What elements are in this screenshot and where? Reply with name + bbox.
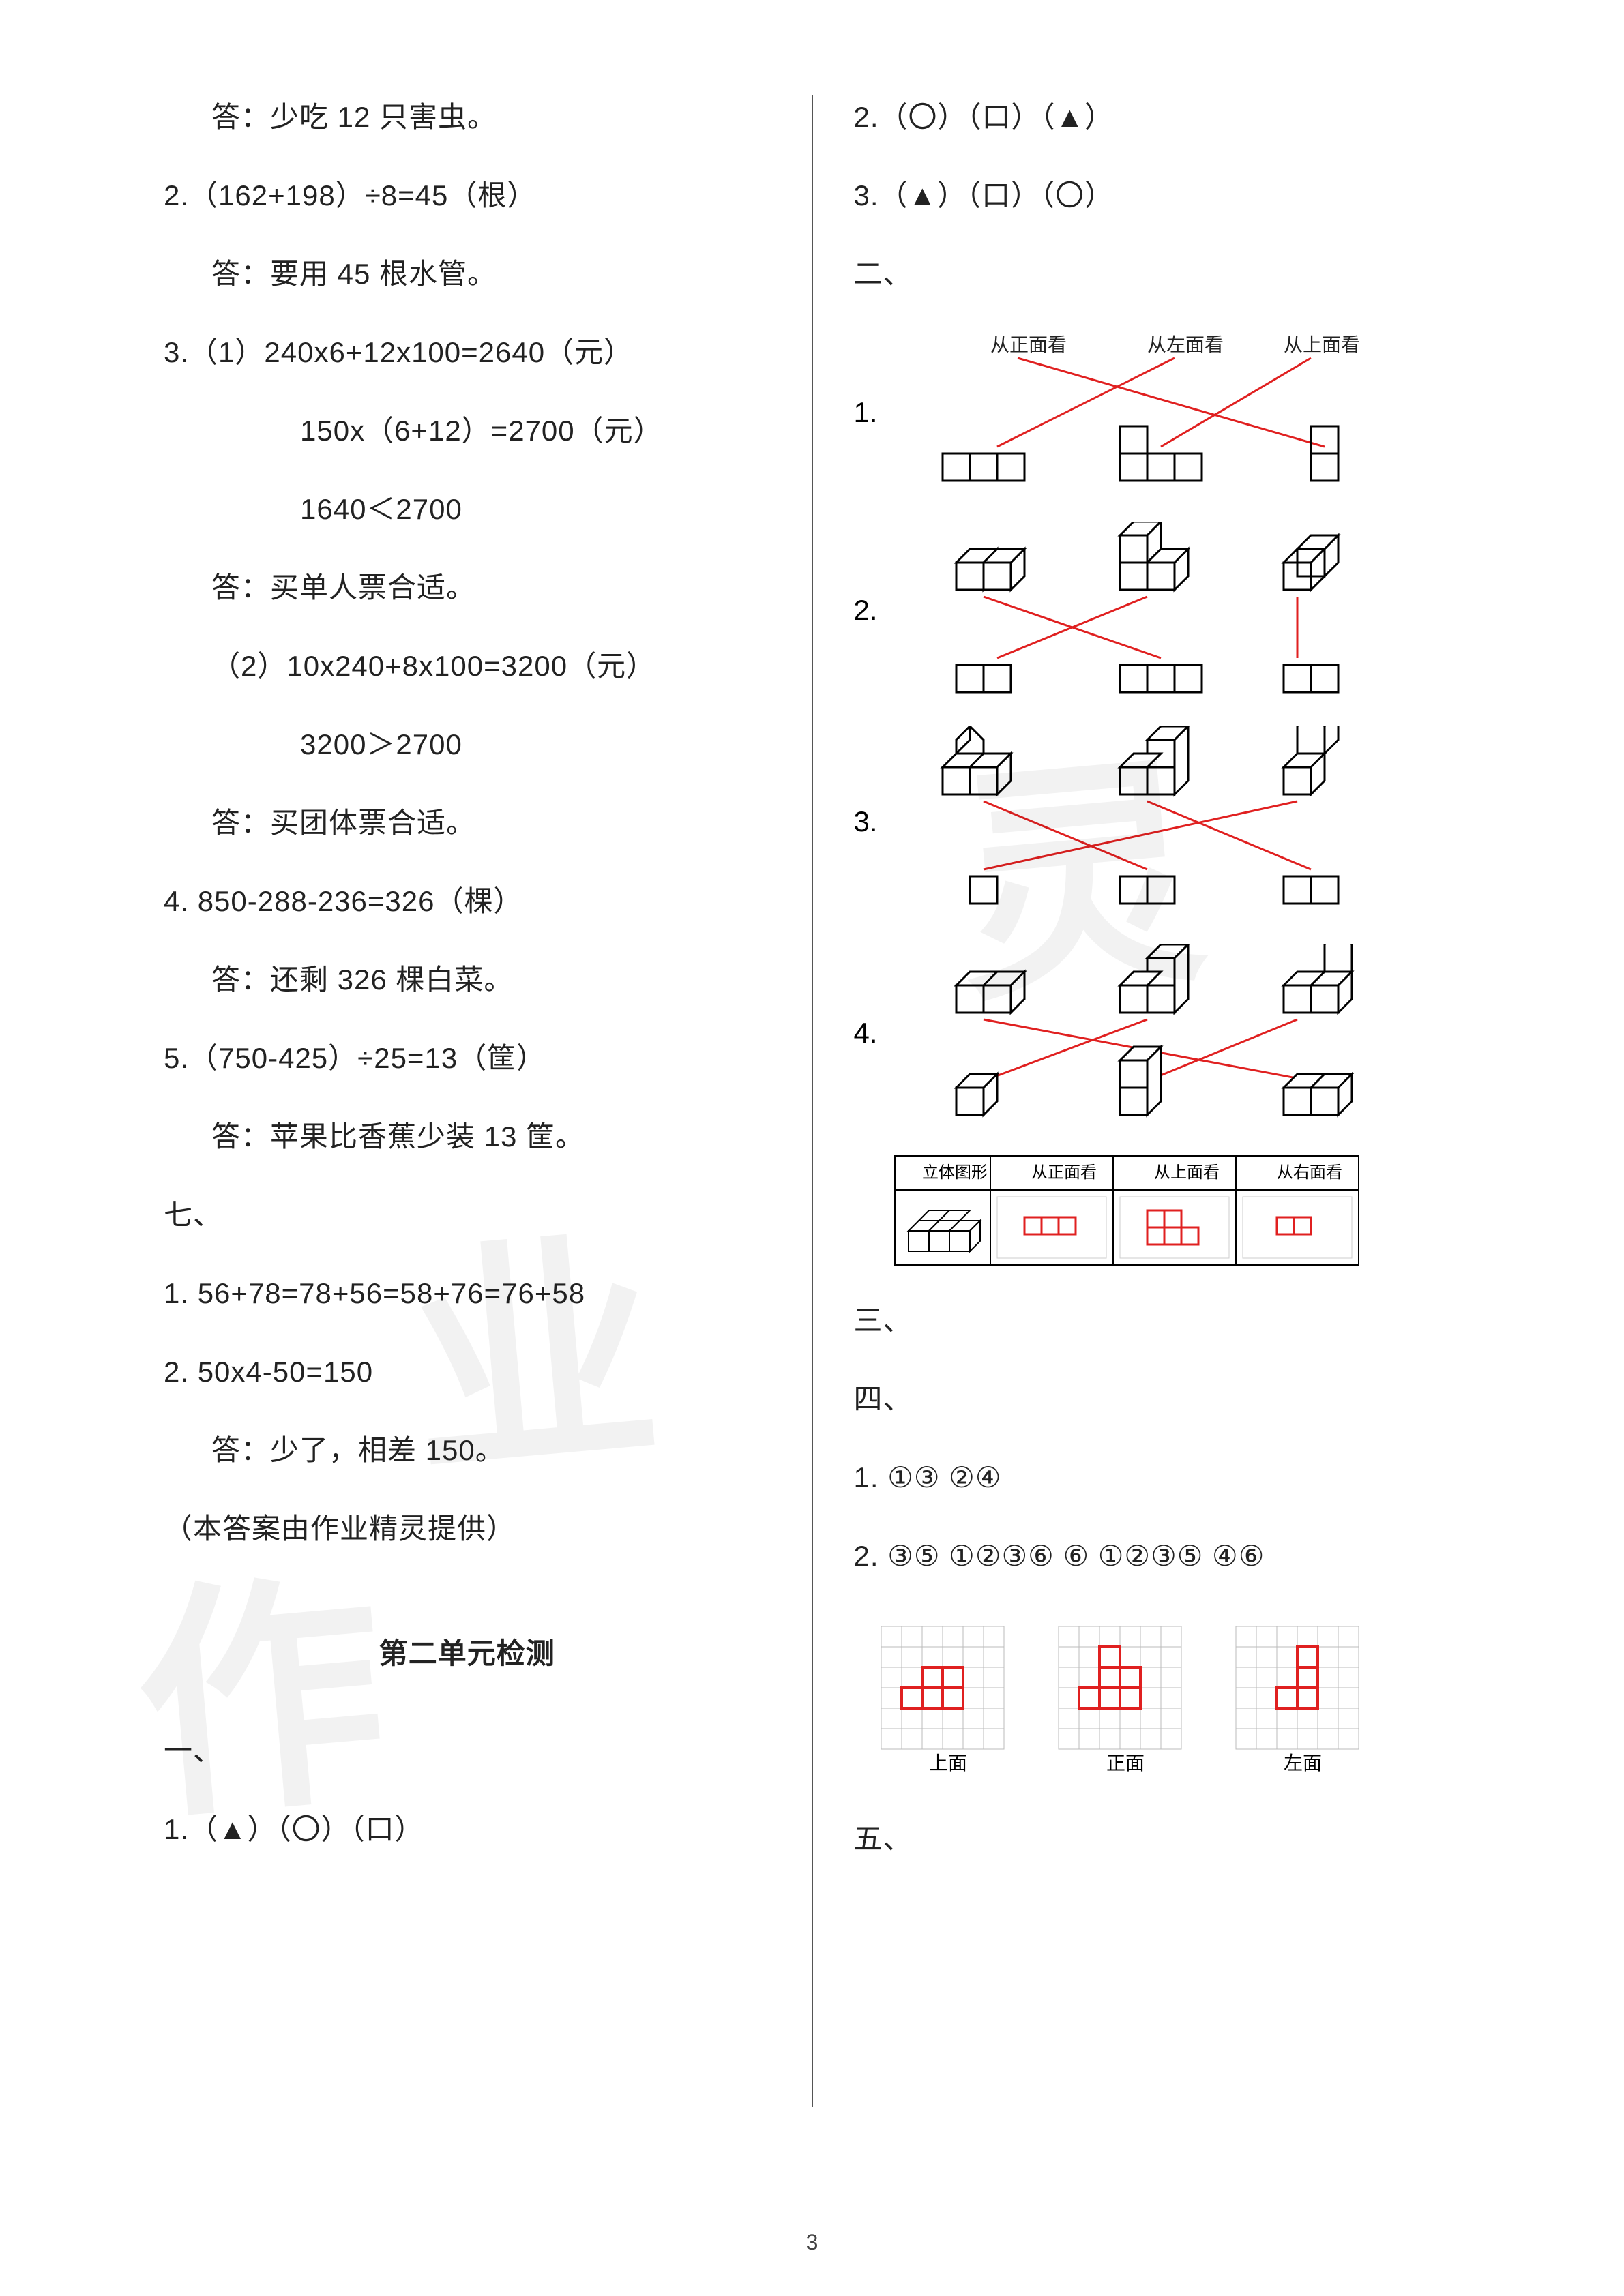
match-line <box>1018 358 1325 447</box>
match-line <box>1161 358 1311 447</box>
shape-group <box>970 876 1338 904</box>
shape-group <box>956 1074 997 1115</box>
svg-text:上面: 上面 <box>929 1753 967 1774</box>
calc-text: 150x（6+12）=2700（元） <box>164 409 771 452</box>
table-header: 立体图形 <box>922 1163 988 1182</box>
problem-text: 5.（750-425）÷25=13（筐） <box>164 1037 771 1079</box>
problem-text: 3.（1）240x6+12x100=2640（元） <box>164 331 771 374</box>
iso-shape <box>956 972 1024 1013</box>
section-heading: 二、 <box>854 252 1461 295</box>
diagram-row-4: 4. <box>854 944 1461 1122</box>
label-left: 从左面看 <box>1147 334 1224 355</box>
shape-group <box>956 665 1338 692</box>
matching-diagram-4 <box>902 944 1393 1122</box>
svg-text:左面: 左面 <box>1284 1753 1322 1774</box>
problem-text: 4. 850-288-236=326（棵） <box>164 880 771 923</box>
answer-text: 答：还剩 326 棵白菜。 <box>164 958 771 1001</box>
attribution-text: （本答案由作业精灵提供） <box>164 1507 771 1550</box>
calc-text: 3200＞2700 <box>164 723 771 766</box>
section-heading: 五、 <box>854 1817 1461 1860</box>
answer-text: 3.（▲）（口）（〇） <box>854 174 1461 217</box>
label-top: 从上面看 <box>1284 334 1360 355</box>
iso-shape <box>1284 726 1338 794</box>
page-number: 3 <box>806 2230 818 2255</box>
answer-text: 答：要用 45 根水管。 <box>164 252 771 295</box>
three-view-grids: 上面 正面 <box>854 1613 1461 1790</box>
shape-group <box>1120 1047 1161 1115</box>
diagram-number: 2. <box>854 594 888 627</box>
section-heading: 一、 <box>164 1729 771 1772</box>
page: 灵 业 作 答：少吃 12 只害虫。 2.（162+198）÷8=45（根） 答… <box>0 0 1624 2296</box>
matching-diagram-1: 从正面看 从左面看 从上面看 <box>902 331 1393 494</box>
table-header: 从正面看 <box>1031 1163 1097 1182</box>
grid-front <box>997 1197 1106 1258</box>
problem-text: 2.（162+198）÷8=45（根） <box>164 174 771 217</box>
right-column: 2.（〇）（口）（▲） 3.（▲）（口）（〇） 二、 1. 从正面看 从左面看 … <box>813 95 1461 2107</box>
matching-diagram-2 <box>902 522 1393 699</box>
iso-shape <box>1120 522 1188 590</box>
calc-text: 1640＜2700 <box>164 488 771 531</box>
section-heading: 四、 <box>854 1377 1461 1420</box>
answer-text: 答：买团体票合适。 <box>164 801 771 844</box>
diagram-number: 3. <box>854 805 888 838</box>
grid-top <box>1120 1197 1229 1258</box>
section-heading: 七、 <box>164 1193 771 1236</box>
iso-shape <box>1120 944 1188 1013</box>
grid-front-view: 正面 <box>1059 1626 1181 1774</box>
unit-title: 第二单元检测 <box>164 1632 771 1675</box>
iso-shape <box>1284 944 1352 1013</box>
left-column: 答：少吃 12 只害虫。 2.（162+198）÷8=45（根） 答：要用 45… <box>164 95 812 2107</box>
grid-top-view: 上面 <box>881 1626 1004 1774</box>
diagram-row-2: 2. <box>854 522 1461 699</box>
two-column-layout: 答：少吃 12 只害虫。 2.（162+198）÷8=45（根） 答：要用 45… <box>164 95 1460 2107</box>
label-front: 从正面看 <box>990 334 1067 355</box>
answer-text: 答：少吃 12 只害虫。 <box>164 95 771 138</box>
answer-text: 1.（▲）（〇）（口） <box>164 1808 771 1851</box>
problem-text: （2）10x240+8x100=3200（元） <box>164 644 771 687</box>
table-header: 从上面看 <box>1154 1163 1220 1182</box>
answer-text: 答：买单人票合适。 <box>164 566 771 609</box>
iso-solid <box>909 1210 980 1251</box>
match-line <box>1147 801 1311 869</box>
match-line <box>984 801 1147 869</box>
answer-text: 2.（〇）（口）（▲） <box>854 95 1461 138</box>
section-heading: 三、 <box>854 1299 1461 1342</box>
svg-text:正面: 正面 <box>1106 1753 1145 1774</box>
answer-text: 2. ③⑤ ①②③⑥ ⑥ ①②③⑤ ④⑥ <box>854 1534 1461 1577</box>
match-line <box>997 597 1147 658</box>
diagram-number: 4. <box>854 1017 888 1049</box>
match-line <box>984 801 1297 869</box>
diagram-number: 1. <box>854 396 888 429</box>
diagram-row-3: 3. <box>854 726 1461 917</box>
problem-text: 1. 56+78=78+56=58+76=76+58 <box>164 1272 771 1315</box>
match-line <box>1147 1019 1297 1081</box>
views-table: 立体图形 从正面看 从上面看 从右面看 <box>854 1149 1461 1272</box>
table-header: 从右面看 <box>1277 1163 1342 1182</box>
iso-shape <box>1284 535 1338 590</box>
answer-text: 答：少了，相差 150。 <box>164 1429 771 1472</box>
iso-shape <box>956 549 1024 590</box>
iso-shape <box>943 726 1011 794</box>
problem-text: 2. 50x4-50=150 <box>164 1350 771 1393</box>
grid-left-view: 左面 <box>1236 1626 1359 1774</box>
diagram-row-1: 1. 从正面看 从左面看 从上面看 <box>854 331 1461 494</box>
shape-group <box>1284 1074 1352 1115</box>
answer-text: 答：苹果比香蕉少装 13 筐。 <box>164 1115 771 1158</box>
grid-right <box>1243 1197 1352 1258</box>
answer-text: 1. ①③ ②④ <box>854 1456 1461 1499</box>
iso-shape <box>1120 726 1188 794</box>
matching-diagram-3 <box>902 726 1393 917</box>
